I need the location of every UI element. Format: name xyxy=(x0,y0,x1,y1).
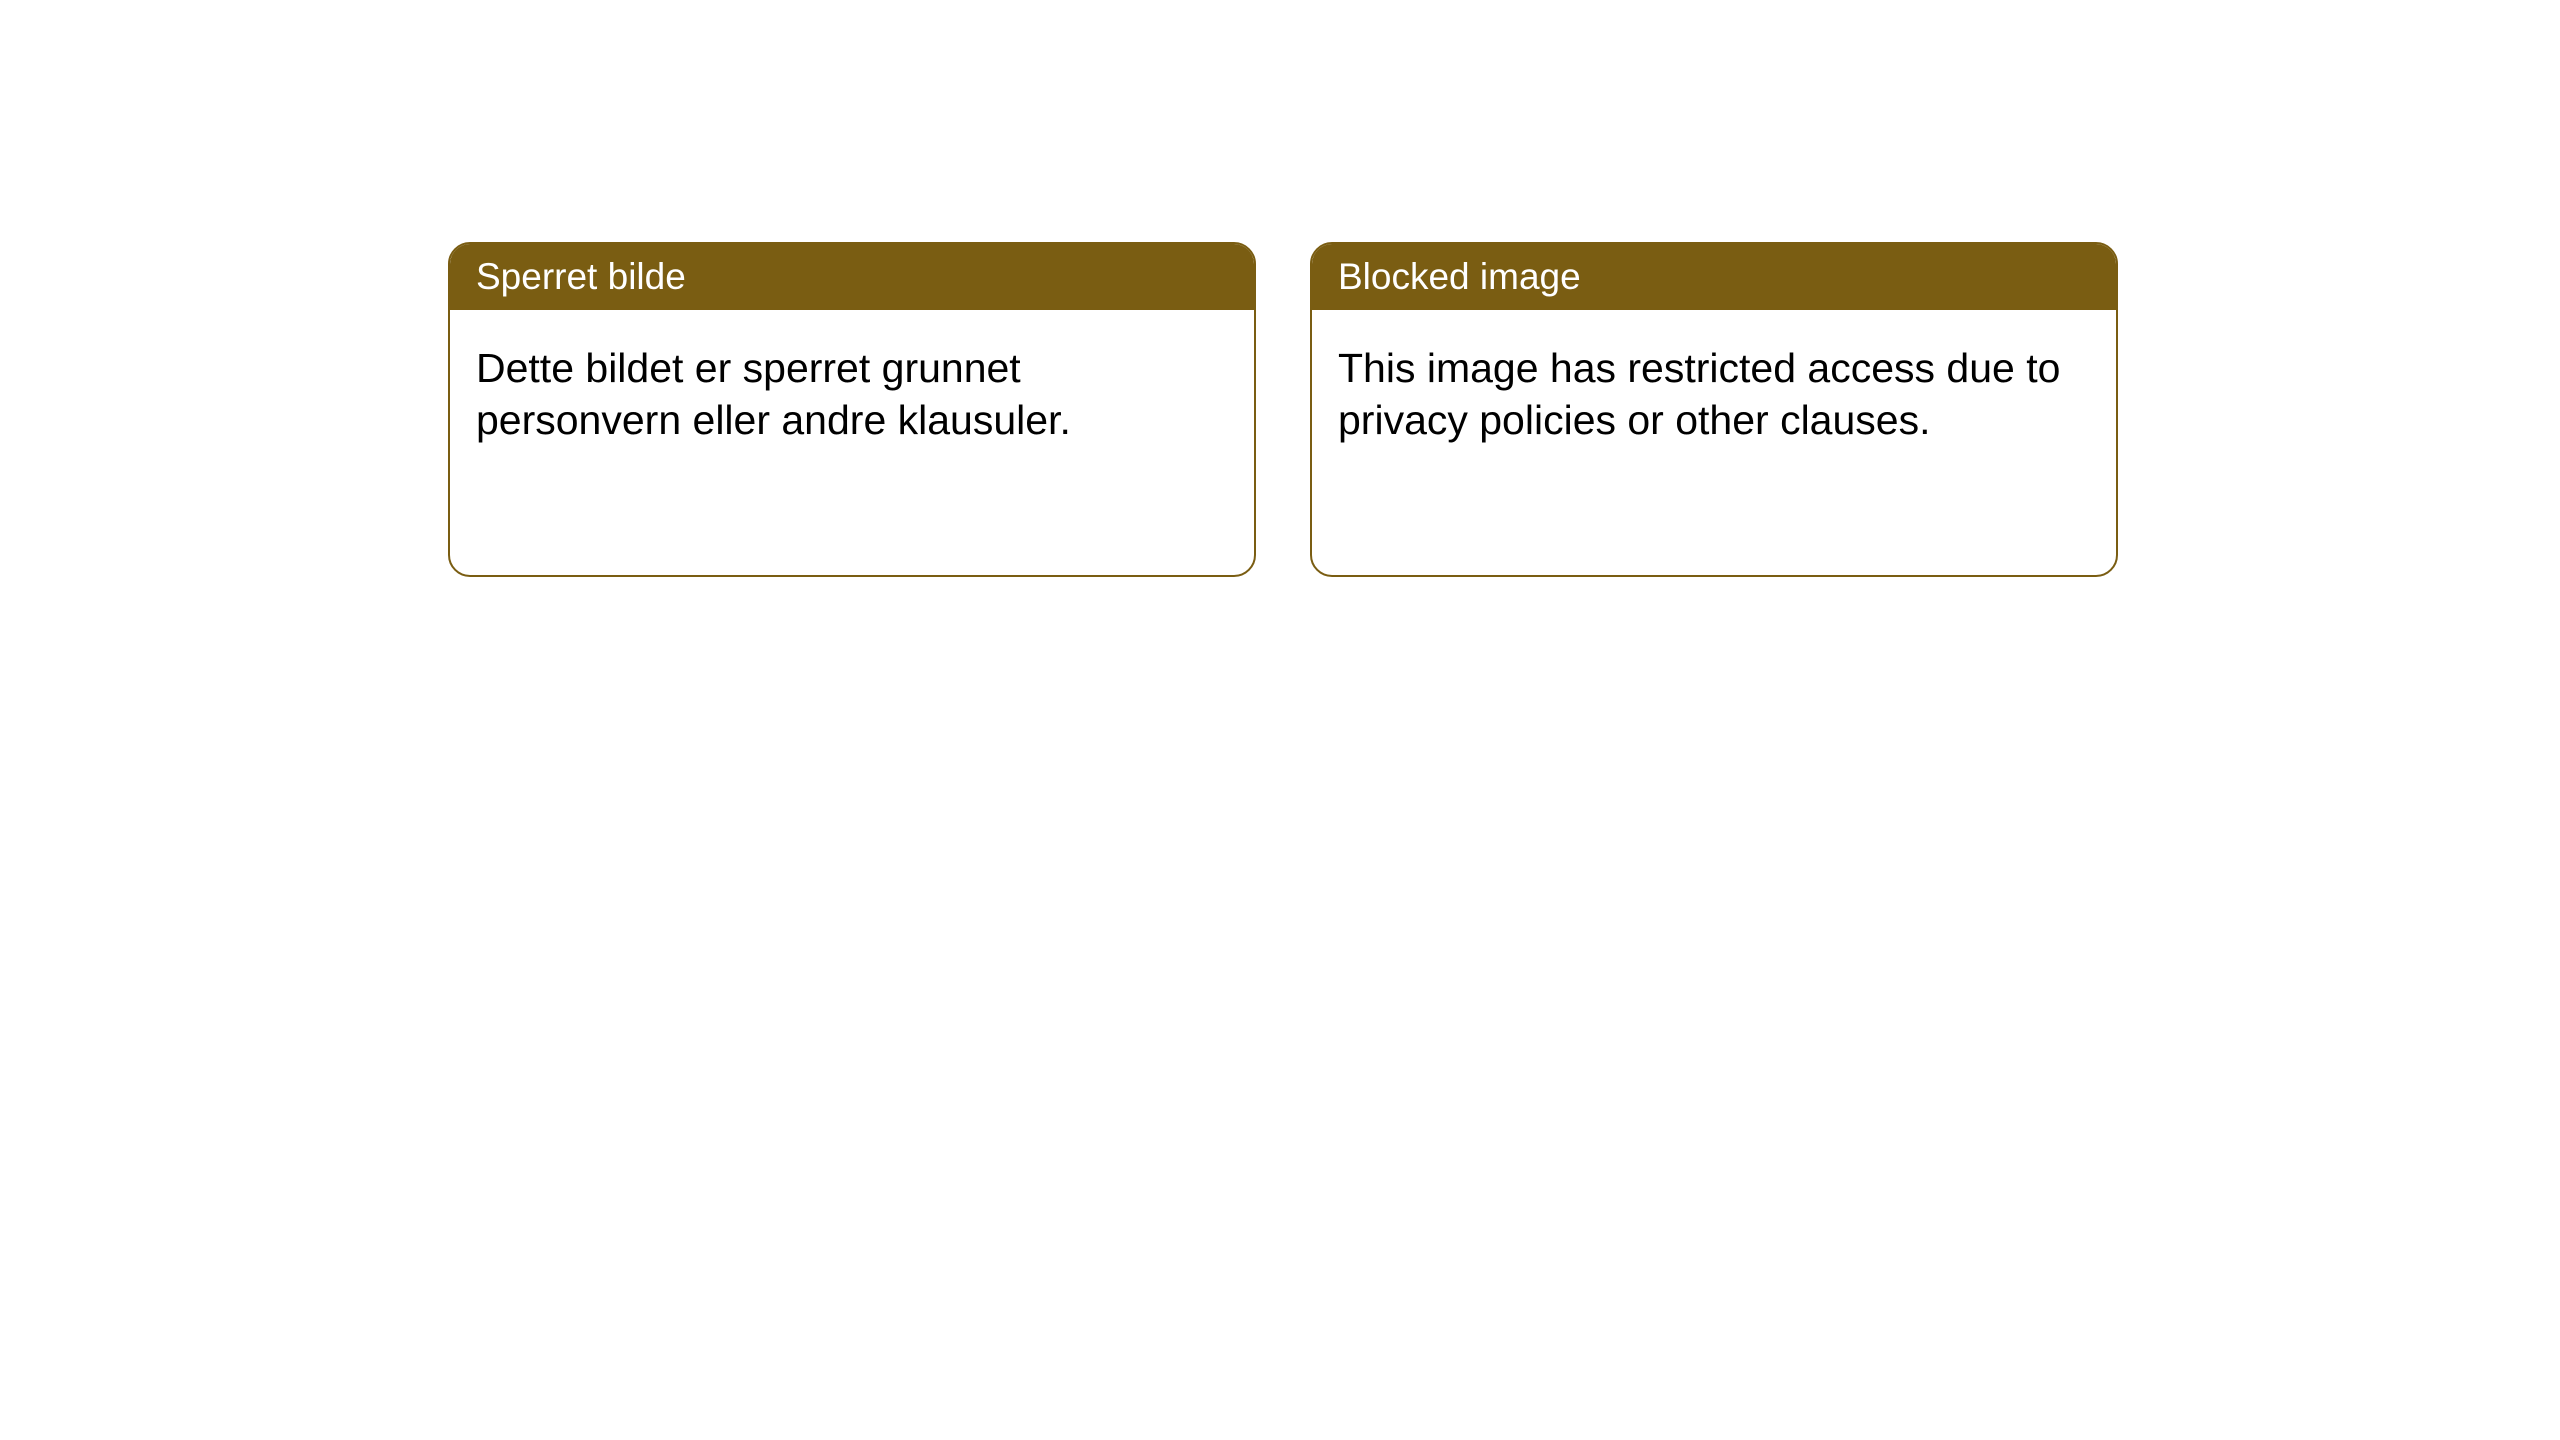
card-body: This image has restricted access due to … xyxy=(1312,310,2116,478)
blocked-image-card-en: Blocked image This image has restricted … xyxy=(1310,242,2118,577)
card-body-text: This image has restricted access due to … xyxy=(1338,345,2060,443)
card-body-text: Dette bildet er sperret grunnet personve… xyxy=(476,345,1071,443)
cards-container: Sperret bilde Dette bildet er sperret gr… xyxy=(0,0,2560,577)
card-title: Sperret bilde xyxy=(476,256,686,297)
card-header: Sperret bilde xyxy=(450,244,1254,310)
blocked-image-card-no: Sperret bilde Dette bildet er sperret gr… xyxy=(448,242,1256,577)
card-title: Blocked image xyxy=(1338,256,1581,297)
card-header: Blocked image xyxy=(1312,244,2116,310)
card-body: Dette bildet er sperret grunnet personve… xyxy=(450,310,1254,478)
